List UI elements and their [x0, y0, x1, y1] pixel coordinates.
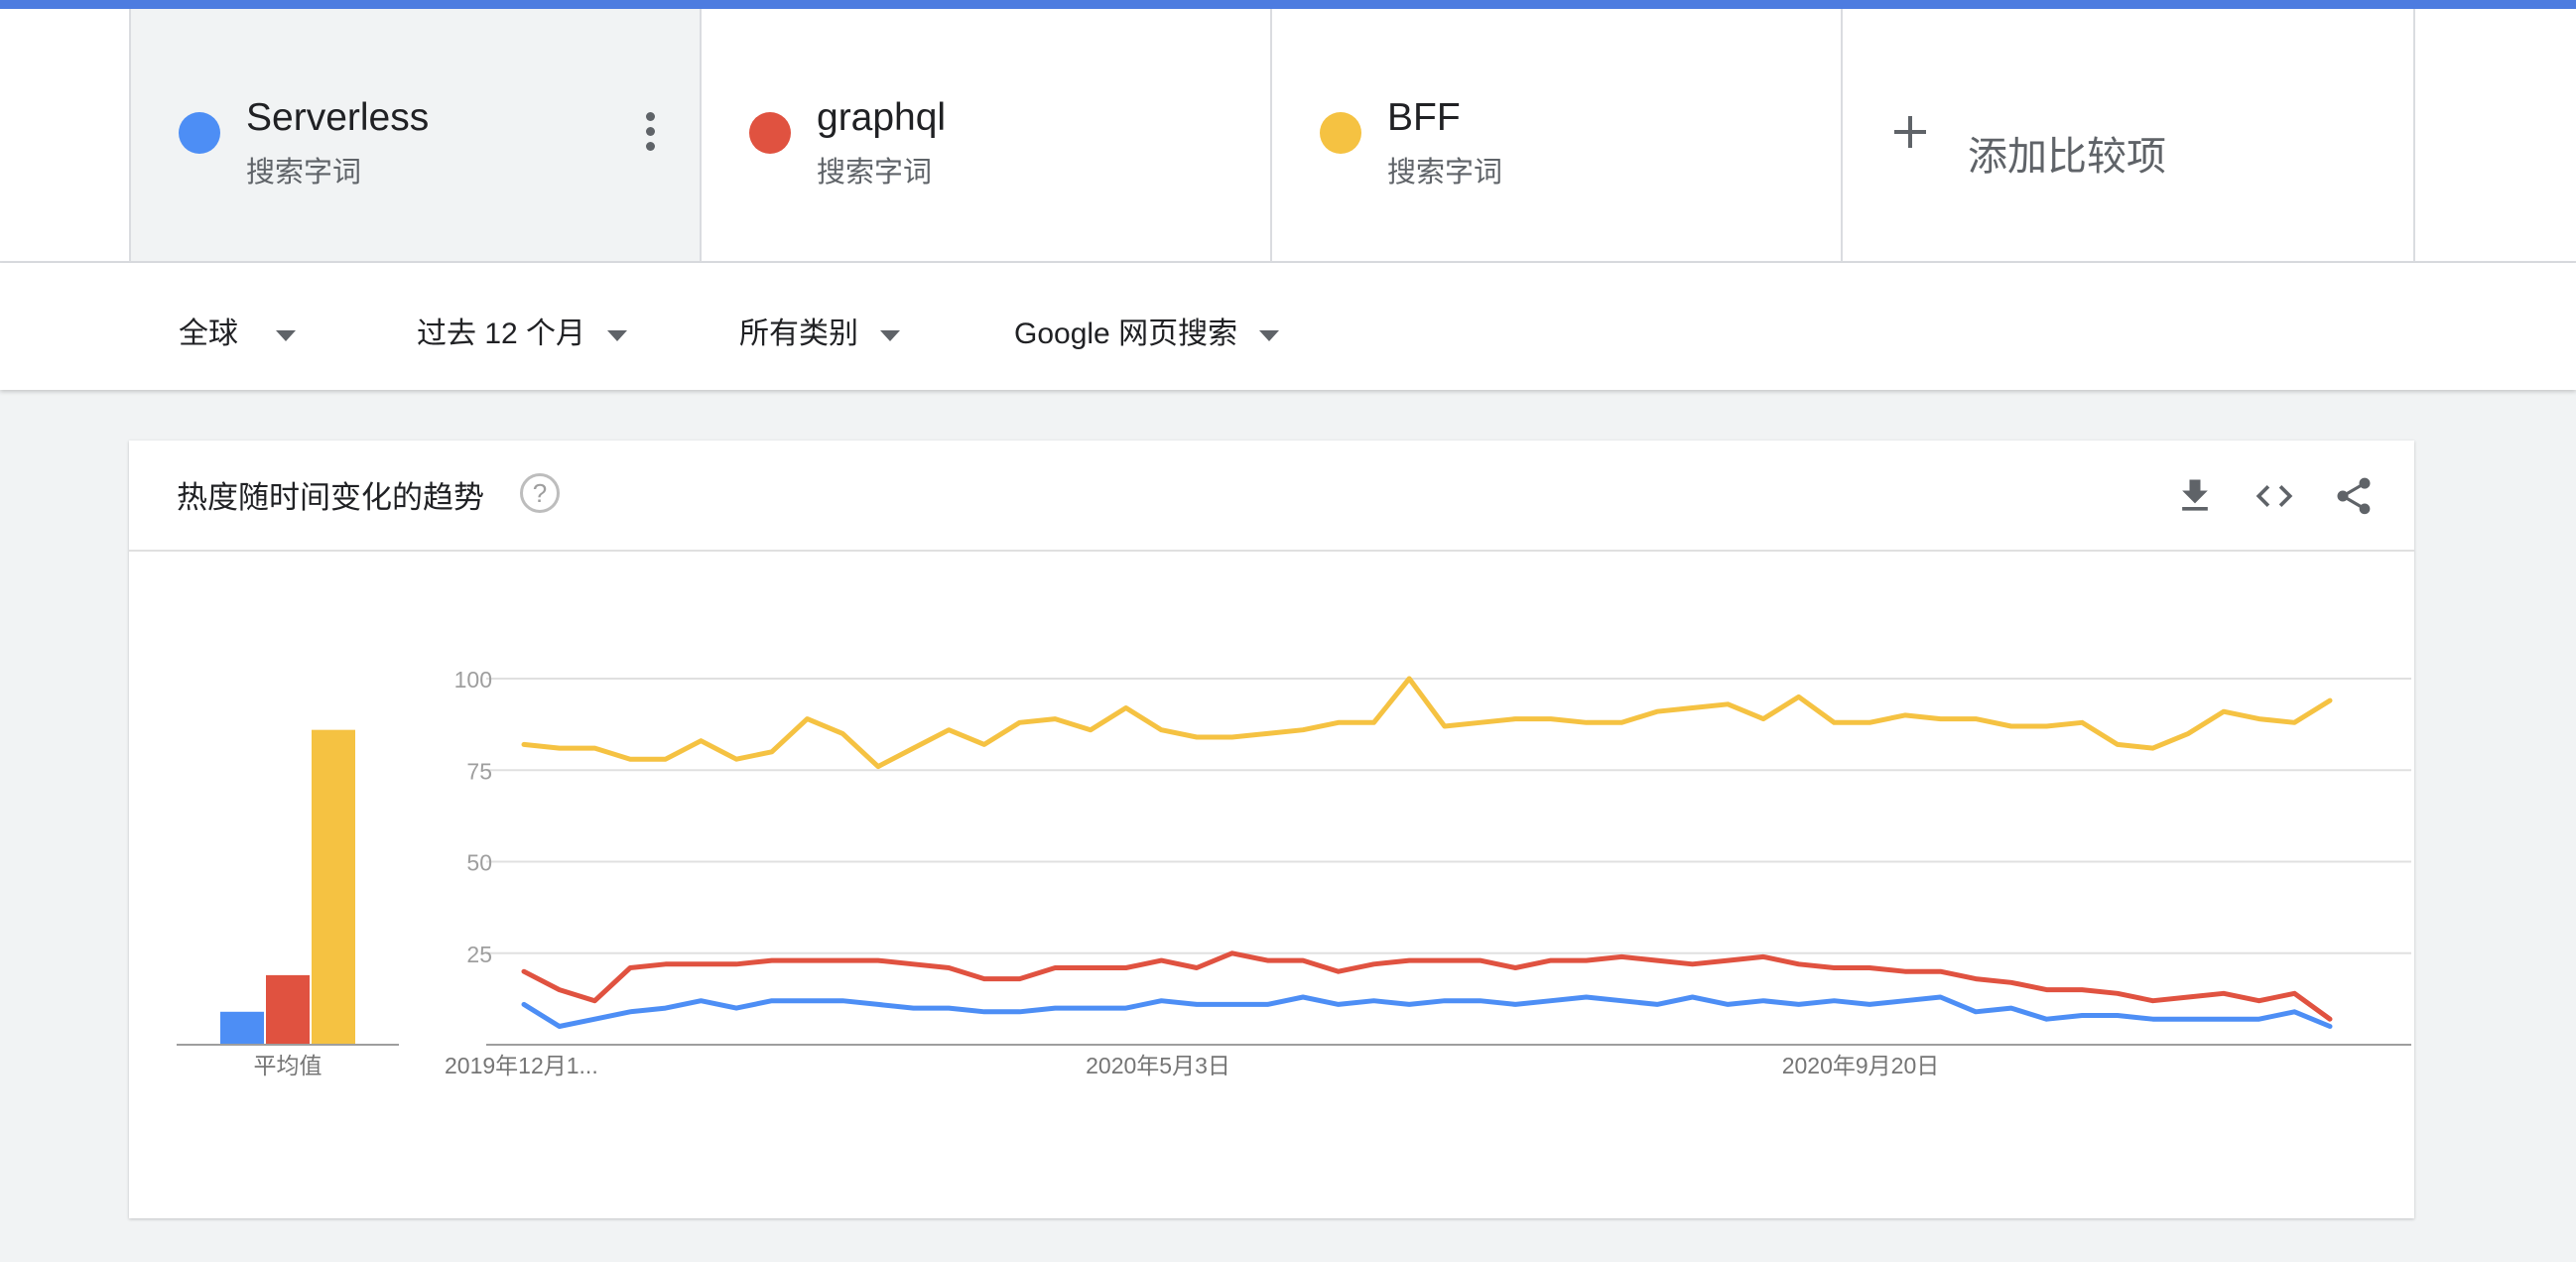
more-vert-icon[interactable]: [646, 112, 656, 152]
average-label: 平均值: [254, 1053, 322, 1078]
average-bar-bff: [312, 729, 355, 1045]
add-comparison-button[interactable]: 添加比较项: [1841, 9, 2415, 261]
term-graphql[interactable]: graphql 搜索字词: [700, 9, 1270, 261]
region-filter-label: 全球: [179, 317, 238, 350]
search-type-filter[interactable]: Google 网页搜索: [1014, 309, 1280, 352]
trend-chart: 25 50 75 100 2019年12月1... 2020年5月3日 2020年9月20日…: [177, 667, 2411, 1078]
term-color-dot: [749, 112, 791, 154]
average-bar-serverless: [220, 1011, 264, 1045]
share-icon[interactable]: [2332, 474, 2376, 518]
term-color-dot: [1320, 112, 1361, 154]
term-name: graphql: [817, 96, 947, 139]
x-tick-label: 2019年12月1...: [445, 1053, 598, 1078]
region-filter[interactable]: 全球: [179, 309, 296, 352]
interest-over-time-card: 热度随时间变化的趋势 ? 25 50 75 100 2019年12月1... 2020年5…: [129, 441, 2414, 1218]
y-tick-label: 75: [466, 758, 492, 784]
header-divider: [0, 261, 2576, 263]
series-line-graphql: [521, 950, 2333, 1022]
series-line-bff: [521, 676, 2333, 770]
term-name: Serverless: [246, 96, 430, 139]
caret-down-icon: [607, 329, 628, 341]
card-title: 热度随时间变化的趋势: [177, 480, 484, 515]
category-filter-label: 所有类别: [739, 317, 858, 350]
add-comparison-label: 添加比较项: [1968, 135, 2166, 179]
category-filter[interactable]: 所有类别: [739, 309, 900, 352]
top-accent-bar: [0, 0, 2576, 9]
term-name: BFF: [1387, 96, 1461, 139]
term-color-dot: [179, 112, 220, 154]
series-line-serverless: [521, 994, 2333, 1029]
y-tick-label: 25: [466, 942, 492, 967]
term-type: 搜索字词: [246, 157, 362, 189]
time-filter-label: 过去 12 个月: [417, 317, 586, 350]
card-header: 热度随时间变化的趋势 ?: [129, 441, 2414, 552]
x-tick-label: 2020年9月20日: [1782, 1053, 1940, 1078]
term-bff[interactable]: BFF 搜索字词: [1270, 9, 1841, 261]
caret-down-icon: [1259, 329, 1280, 341]
help-icon[interactable]: ?: [520, 473, 560, 513]
plus-icon: [1894, 116, 1926, 148]
embed-icon[interactable]: [2253, 474, 2296, 518]
time-filter[interactable]: 过去 12 个月: [417, 309, 628, 352]
y-tick-label: 100: [454, 667, 492, 693]
filter-bar: 全球 过去 12 个月 所有类别 Google 网页搜索: [0, 263, 2576, 390]
term-type: 搜索字词: [817, 157, 933, 189]
caret-down-icon: [276, 329, 296, 341]
average-bar-graphql: [266, 974, 310, 1045]
caret-down-icon: [880, 329, 900, 341]
y-tick-label: 50: [466, 850, 492, 876]
search-type-filter-label: Google 网页搜索: [1014, 317, 1238, 350]
term-type: 搜索字词: [1387, 157, 1503, 189]
x-tick-label: 2020年5月3日: [1086, 1053, 1230, 1078]
download-icon[interactable]: [2173, 474, 2217, 518]
term-serverless[interactable]: Serverless 搜索字词: [129, 9, 700, 261]
